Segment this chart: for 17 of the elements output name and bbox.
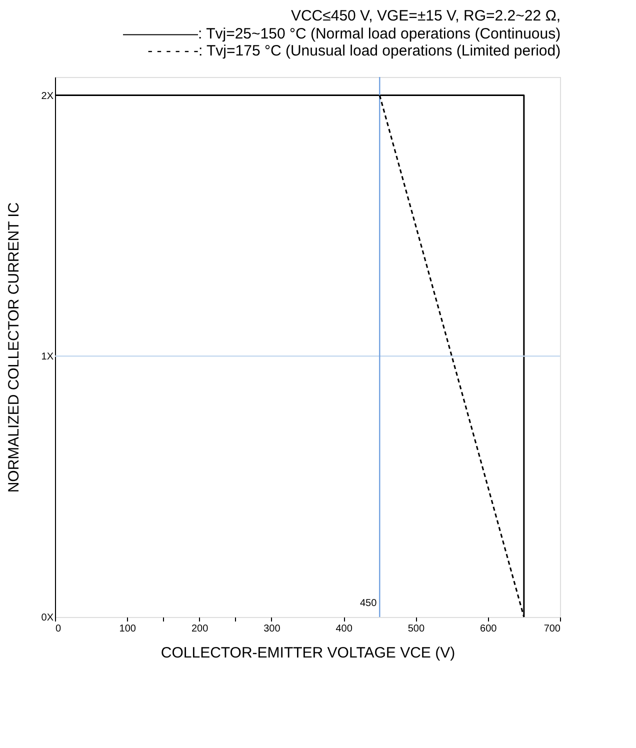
y-tick-label: 2X [41,90,54,102]
text: - - - - - -: Tvj=175 °C (Unusual load operations (Limited period) [148,42,561,60]
x-tick-label: 400 [336,624,353,634]
x-axis-title: COLLECTOR-EMITTER VOLTAGE VCE (V) [160,644,456,662]
ref-line-label: 450 [360,598,378,609]
x-tick-label: 500 [408,624,425,634]
x-tick-label: 700 [544,624,561,634]
x-tick-label: 600 [480,624,498,634]
y-tick-label: 1X [41,352,54,363]
x-tick-label: 300 [264,624,281,634]
x-tick-label: 100 [119,624,136,634]
text: ―――――: Tvj=25~150 °C (Normal load operations (Continuous) [123,25,561,42]
y-tick-label: 0X [41,612,54,624]
chart-title: VCC≤450 V, VGE=±15 V, RG=2.2~22 Ω, [290,7,561,24]
x-tick-label: 0 [56,624,62,634]
y-axis-title: NORMALIZED COLLECTOR CURRENT IC [5,202,22,493]
x-tick-label: 200 [191,624,209,634]
